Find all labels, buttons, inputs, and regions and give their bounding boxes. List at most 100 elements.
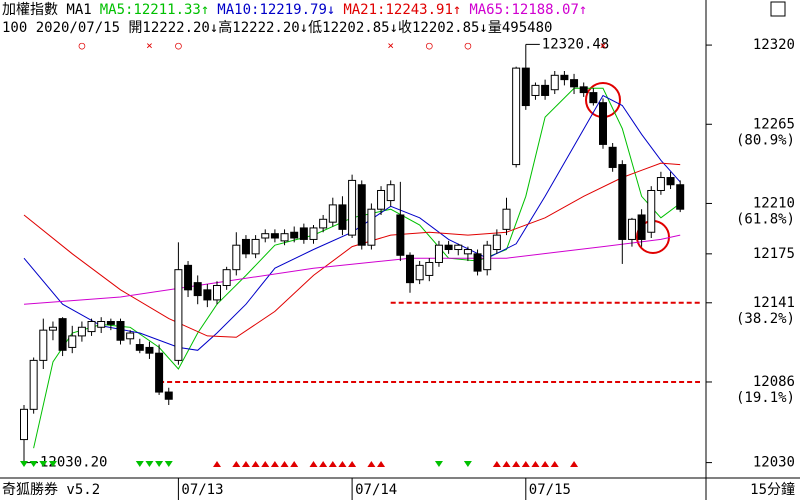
buy-signal <box>241 461 250 467</box>
candle-body <box>193 282 202 297</box>
sell-signal <box>155 461 164 467</box>
signal-symbol: ○ <box>175 39 182 52</box>
candle-body <box>232 244 241 271</box>
candle-body <box>637 214 646 240</box>
signal-symbol: × <box>600 39 607 52</box>
candle-body <box>241 238 250 255</box>
candle-body <box>319 218 328 229</box>
legend-entry: MA21:12243.91↑ <box>343 2 461 18</box>
x-tick-label: 07/13 <box>181 482 223 498</box>
period: 15分鐘 <box>750 481 795 498</box>
y-tick-label: 12141 <box>753 295 795 311</box>
buy-signal <box>367 461 376 467</box>
candle-body <box>415 264 424 281</box>
candle-body <box>589 92 598 104</box>
candle-body <box>502 208 511 230</box>
candle-body <box>58 318 67 351</box>
candle-body <box>444 244 453 251</box>
candle-body <box>618 164 627 240</box>
window-button[interactable] <box>770 1 786 17</box>
y-tick-label: 12175 <box>753 246 795 262</box>
candle-body <box>116 321 125 341</box>
candle-body <box>377 189 386 210</box>
candle-body <box>647 189 656 233</box>
candle-body <box>328 204 337 223</box>
buy-signal <box>280 461 289 467</box>
buy-signal <box>270 461 279 467</box>
buy-signal <box>502 461 511 467</box>
candle-body <box>164 391 173 400</box>
candle-body <box>203 289 212 301</box>
buy-signal <box>531 461 540 467</box>
candle-body <box>251 238 260 255</box>
candle-body <box>270 233 279 239</box>
candle-body <box>492 234 501 251</box>
candle-body <box>97 321 106 328</box>
buy-signal <box>377 461 386 467</box>
candle-body <box>87 321 96 333</box>
candle-body <box>367 208 376 246</box>
candle-body <box>656 177 665 191</box>
candle-body <box>512 67 521 166</box>
buy-signal <box>309 461 318 467</box>
fib-label: (80.9%) <box>736 132 795 148</box>
candle-body <box>570 79 579 88</box>
legend-entry: MA65:12188.07↑ <box>469 2 587 18</box>
buy-signal <box>521 461 530 467</box>
annotation: 12030.20 <box>40 455 107 471</box>
candle-body <box>531 84 540 96</box>
candle-body <box>174 269 183 361</box>
y-tick-label: 12030 <box>753 455 795 471</box>
sell-signal <box>145 461 154 467</box>
candle-body <box>386 184 395 202</box>
y-tick-label: 12086 <box>753 374 795 390</box>
y-tick-label: 12210 <box>753 195 795 211</box>
candle-body <box>309 227 318 240</box>
candle-body <box>676 184 685 210</box>
x-tick-label: 07/14 <box>355 482 397 498</box>
buy-signal <box>261 461 270 467</box>
candle-body <box>48 326 57 331</box>
candle-body <box>106 321 115 325</box>
sell-signal <box>39 461 48 467</box>
sell-signal <box>463 461 472 467</box>
candle-body <box>627 218 636 240</box>
candle-body <box>434 244 443 263</box>
sell-signal <box>164 461 173 467</box>
fib-label: (61.8%) <box>736 211 795 227</box>
candle-body <box>222 269 231 287</box>
sell-signal <box>48 461 57 467</box>
buy-signal <box>232 461 241 467</box>
signal-symbol: ○ <box>79 39 86 52</box>
candle-body <box>599 102 607 145</box>
candle-body <box>68 335 77 348</box>
candle-body <box>135 344 144 351</box>
x-tick-label: 07/15 <box>529 482 571 498</box>
signal-symbol: ○ <box>465 39 472 52</box>
fib-label: (38.2%) <box>736 311 795 327</box>
sell-signal <box>434 461 443 467</box>
candle-body <box>454 244 463 251</box>
candle-body <box>550 74 559 91</box>
candle-body <box>77 326 86 337</box>
legend-entry: MA5:12211.33↑ <box>100 2 210 18</box>
signal-symbol: × <box>387 39 394 52</box>
sell-signal <box>29 461 38 467</box>
candle-body <box>579 86 588 94</box>
buy-signal <box>319 461 328 467</box>
sell-signal <box>20 461 28 467</box>
candle-body <box>521 67 530 107</box>
sell-signal <box>135 461 144 467</box>
candle-body <box>184 264 193 291</box>
buy-signal <box>338 461 347 467</box>
y-tick-label: 12265 <box>753 116 795 132</box>
candle-body <box>348 179 357 236</box>
candle-body <box>261 233 270 239</box>
buy-signal <box>251 461 260 467</box>
candle-body <box>29 359 38 410</box>
candle-body <box>473 253 482 272</box>
candle-body <box>483 244 492 271</box>
candle-body <box>299 227 308 240</box>
signal-symbol: × <box>146 39 153 52</box>
candle-body <box>541 84 550 96</box>
